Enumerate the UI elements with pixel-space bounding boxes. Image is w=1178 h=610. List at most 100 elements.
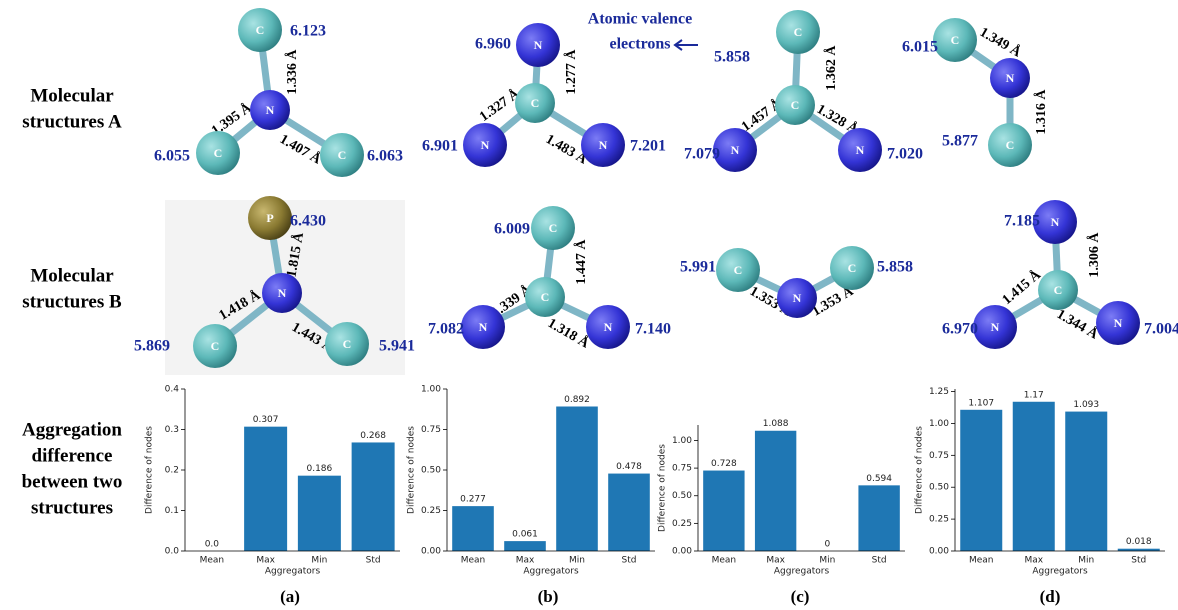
x-tick-label: Max — [766, 556, 785, 566]
x-tick-label: Mean — [969, 556, 994, 566]
x-tick-label: Std — [1131, 556, 1146, 566]
row-label: structures A — [22, 111, 122, 132]
value-label: 0.892 — [564, 395, 590, 405]
atom-symbol: C — [791, 98, 800, 112]
atom-symbol: N — [604, 320, 613, 334]
y-tick-label: 1.00 — [421, 385, 441, 395]
value-label: 0.061 — [512, 530, 538, 540]
atom-symbol: C — [541, 290, 550, 304]
y-tick-label: 0.50 — [672, 491, 692, 501]
row-label: difference — [32, 445, 113, 466]
x-tick-label: Min — [1078, 556, 1094, 566]
x-tick-label: Std — [366, 556, 381, 566]
x-axis-label: Aggregators — [774, 567, 830, 577]
annotation: electrons — [609, 36, 670, 53]
y-tick-label: 0.1 — [165, 506, 179, 516]
y-axis-label: Difference of nodes — [407, 426, 417, 514]
y-tick-label: 0.75 — [421, 425, 441, 435]
bar — [452, 506, 494, 551]
valence-label: 6.960 — [475, 36, 511, 53]
atom-symbol: C — [1054, 283, 1063, 297]
y-tick-label: 0.25 — [421, 506, 441, 516]
x-tick-label: Min — [311, 556, 327, 566]
value-label: 0.478 — [616, 462, 642, 472]
atom-symbol: C — [256, 23, 265, 37]
value-label: 1.093 — [1073, 400, 1099, 410]
row-label: Aggregation — [22, 419, 122, 440]
atom-symbol: P — [266, 211, 273, 225]
valence-label: 7.004 — [1144, 321, 1178, 338]
x-tick-label: Max — [1024, 556, 1043, 566]
bond-length: 1.277 Å — [563, 49, 579, 95]
atom-symbol: C — [794, 25, 803, 39]
y-axis-label: Difference of nodes — [145, 426, 155, 514]
annotation: Atomic valence — [588, 11, 692, 28]
atom-symbol: C — [951, 33, 960, 47]
value-label: 1.107 — [968, 398, 994, 408]
valence-label: 5.991 — [680, 259, 716, 276]
valence-label: 7.020 — [887, 146, 923, 163]
panel-label: (c) — [791, 587, 810, 606]
bond-length: 1.306 Å — [1086, 232, 1102, 278]
atom-symbol: N — [731, 143, 740, 157]
atom-symbol: C — [211, 339, 220, 353]
panel-label: (b) — [538, 587, 559, 606]
x-axis-label: Aggregators — [265, 567, 321, 577]
row-label: between two — [22, 471, 123, 492]
value-label: 0.018 — [1126, 537, 1152, 547]
atom-symbol: N — [278, 286, 287, 300]
x-tick-label: Std — [622, 556, 637, 566]
value-label: 0.0 — [205, 540, 220, 550]
atom-symbol: N — [1051, 215, 1060, 229]
bond-length: 1.318 Å — [545, 315, 593, 352]
value-label: 0.594 — [866, 474, 892, 484]
valence-label: 5.877 — [942, 133, 978, 150]
y-tick-label: 0.50 — [421, 466, 441, 476]
valence-label: 6.430 — [290, 213, 326, 230]
atom-symbol: C — [214, 146, 223, 160]
x-tick-label: Min — [569, 556, 585, 566]
y-tick-label: 1.00 — [672, 436, 692, 446]
row-label: Molecular — [30, 85, 114, 106]
x-tick-label: Mean — [461, 556, 486, 566]
valence-label: 7.201 — [630, 138, 666, 155]
valence-label: 6.009 — [494, 221, 530, 238]
x-axis-label: Aggregators — [523, 567, 579, 577]
y-tick-label: 0.25 — [672, 519, 692, 529]
value-label: 0.186 — [306, 464, 332, 474]
value-label: 0.728 — [711, 459, 737, 469]
atom-symbol: C — [343, 337, 352, 351]
y-tick-label: 0.25 — [929, 515, 949, 525]
y-tick-label: 0.0 — [165, 547, 180, 557]
atom-symbol: N — [479, 320, 488, 334]
panel-label: (d) — [1040, 587, 1061, 606]
valence-label: 6.123 — [290, 23, 326, 40]
atom-symbol: N — [1114, 316, 1123, 330]
valence-label: 5.858 — [877, 259, 913, 276]
y-tick-label: 0.3 — [165, 425, 179, 435]
bond-length: 1.316 Å — [1033, 89, 1049, 135]
bar — [703, 471, 744, 551]
valence-label: 5.858 — [714, 49, 750, 66]
y-tick-label: 0.2 — [165, 466, 179, 476]
bar — [556, 406, 598, 551]
bond-length: 1.447 Å — [573, 239, 589, 285]
x-tick-label: Mean — [200, 556, 225, 566]
valence-label: 7.082 — [428, 321, 464, 338]
bar — [244, 427, 287, 551]
x-tick-label: Std — [872, 556, 887, 566]
bar — [755, 431, 796, 551]
atom-symbol: C — [549, 221, 558, 235]
y-tick-label: 1.25 — [929, 387, 949, 397]
atom-symbol: C — [848, 261, 857, 275]
bar — [1013, 402, 1055, 551]
bar — [858, 485, 899, 551]
y-tick-label: 0.4 — [165, 385, 180, 395]
x-tick-label: Max — [516, 556, 535, 566]
panel-label: (a) — [280, 587, 300, 606]
bar — [1065, 412, 1107, 551]
y-tick-label: 0.00 — [421, 547, 441, 557]
value-label: 0.268 — [360, 431, 386, 441]
valence-label: 6.063 — [367, 148, 403, 165]
x-tick-label: Min — [819, 556, 835, 566]
